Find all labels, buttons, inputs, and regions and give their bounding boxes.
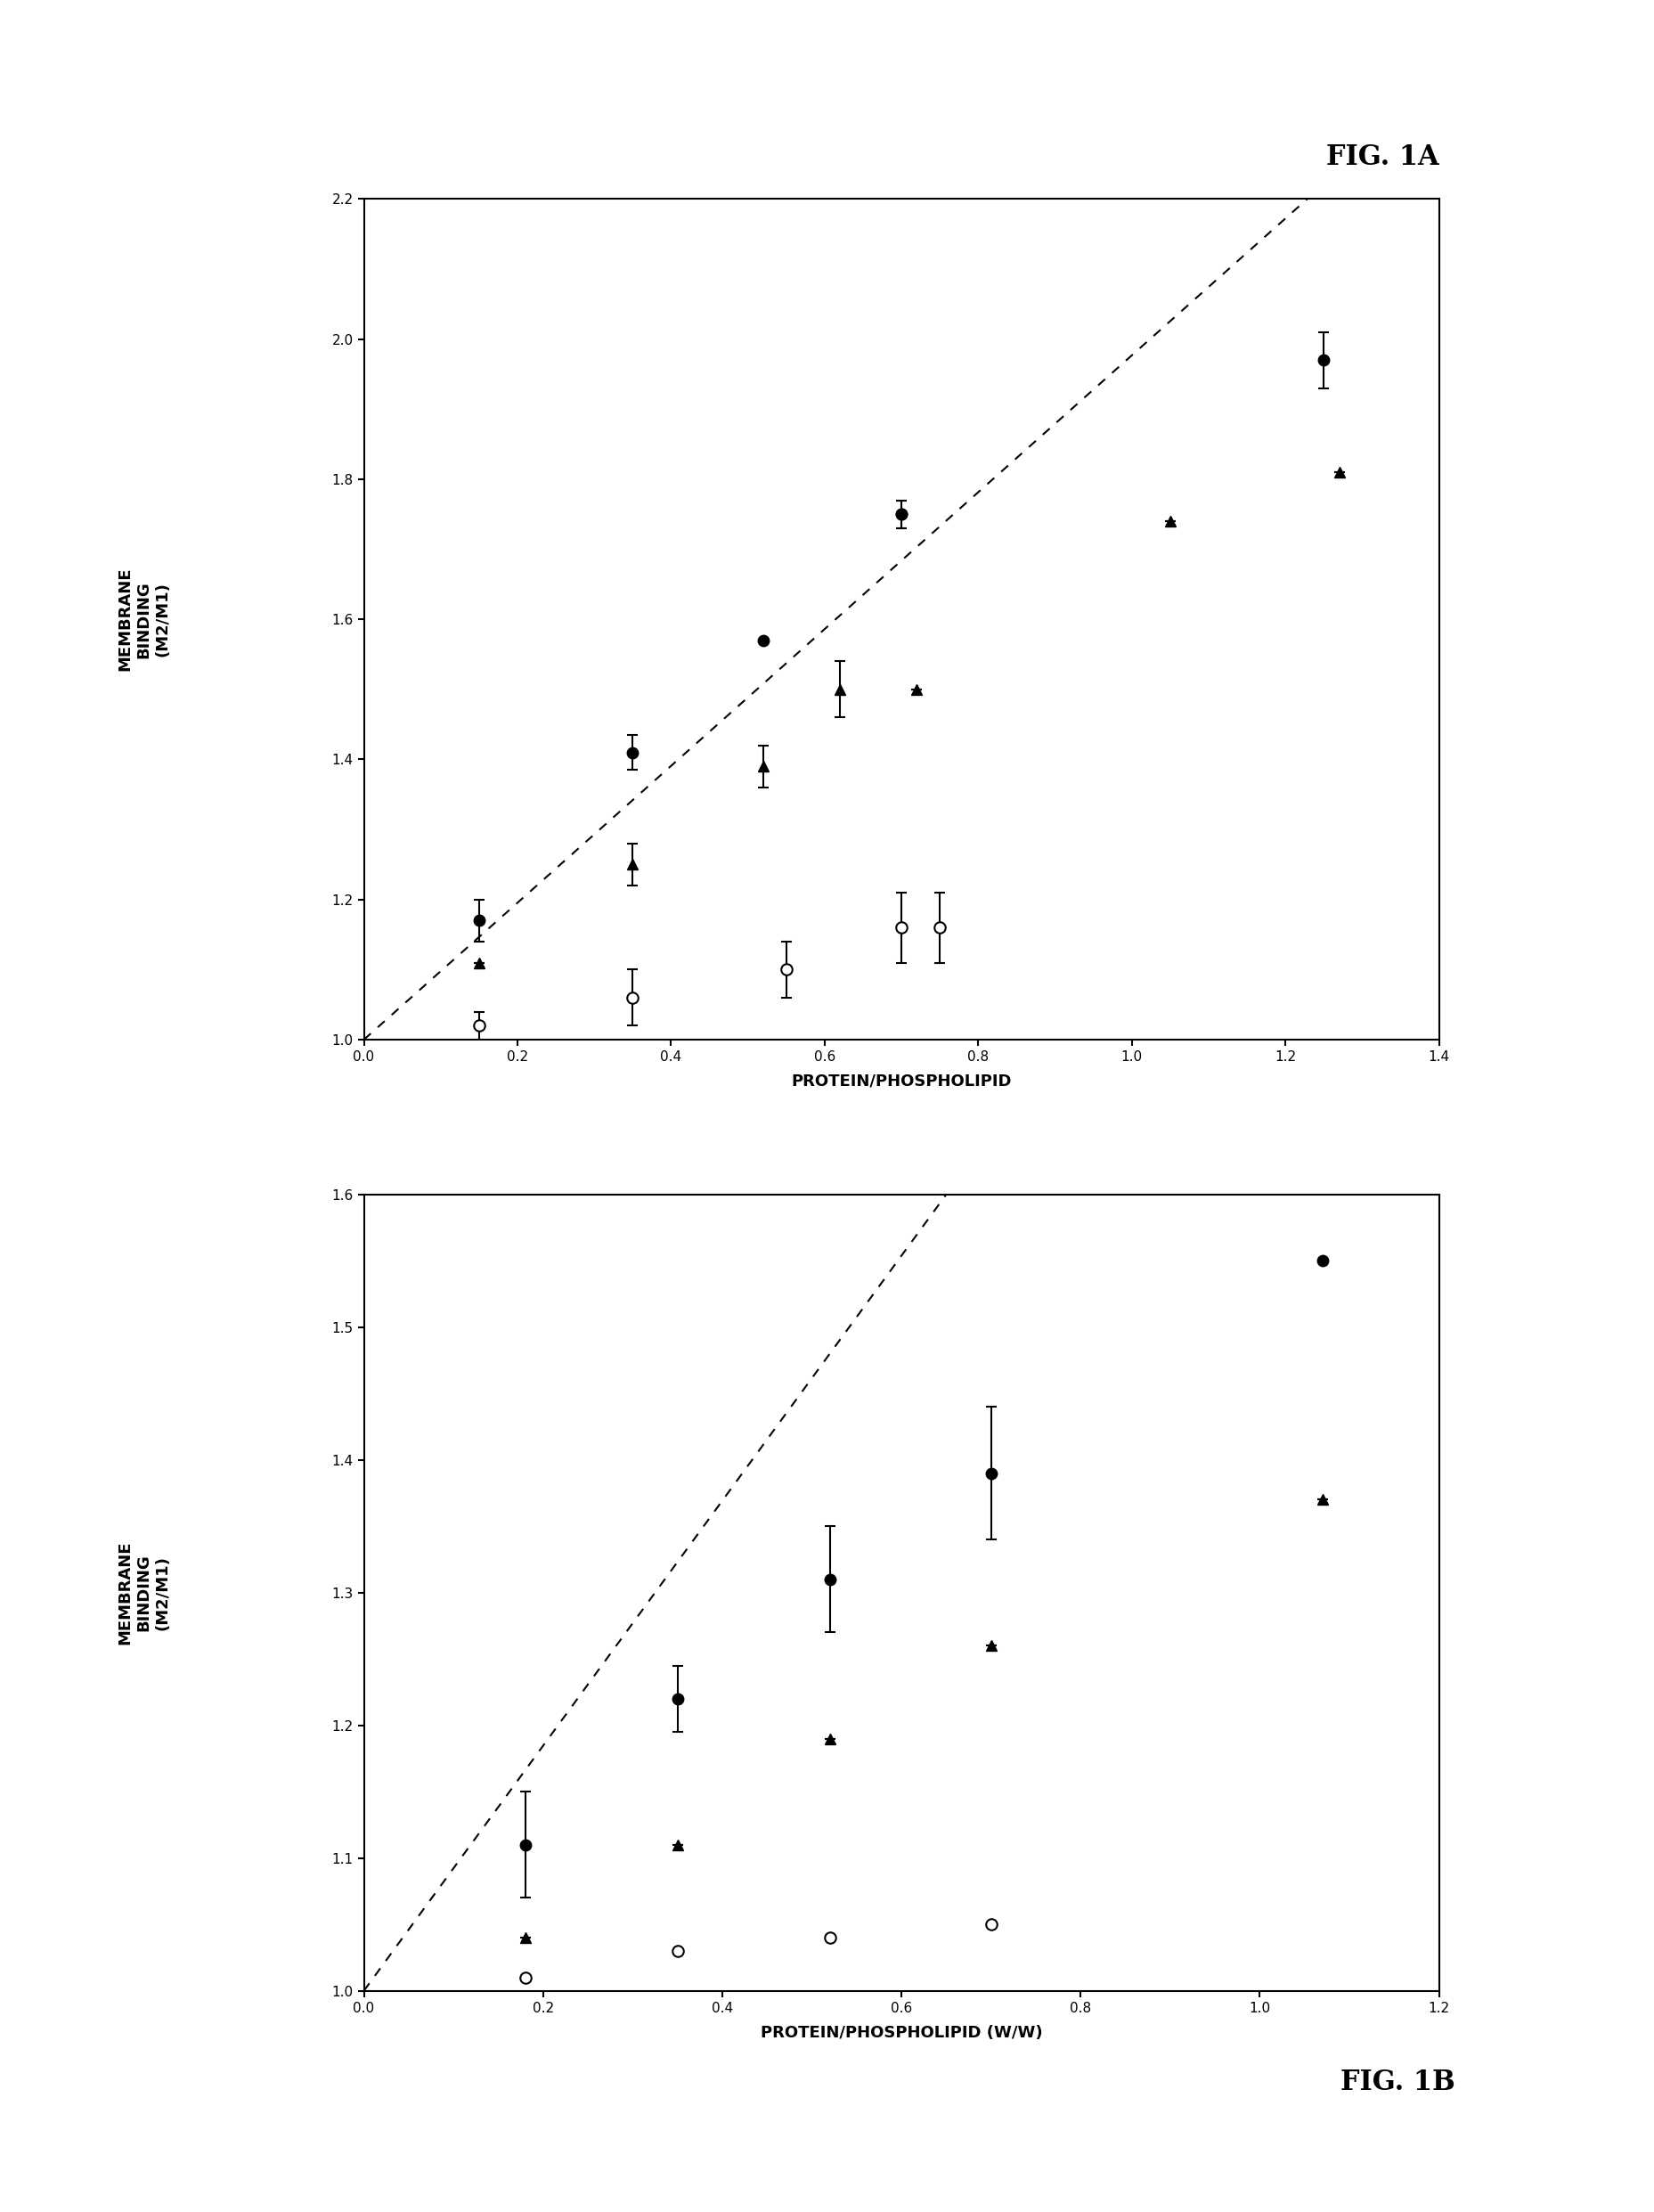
X-axis label: PROTEIN/PHOSPHOLIPID (W/W): PROTEIN/PHOSPHOLIPID (W/W) (761, 2024, 1042, 2042)
Text: FIG. 1A: FIG. 1A (1327, 144, 1439, 170)
X-axis label: PROTEIN/PHOSPHOLIPID: PROTEIN/PHOSPHOLIPID (791, 1073, 1012, 1091)
Y-axis label: MEMBRANE
BINDING
(M2/M1): MEMBRANE BINDING (M2/M1) (117, 1542, 170, 1644)
Text: FIG. 1B: FIG. 1B (1341, 2068, 1456, 2095)
Y-axis label: MEMBRANE
BINDING
(M2/M1): MEMBRANE BINDING (M2/M1) (117, 568, 170, 670)
